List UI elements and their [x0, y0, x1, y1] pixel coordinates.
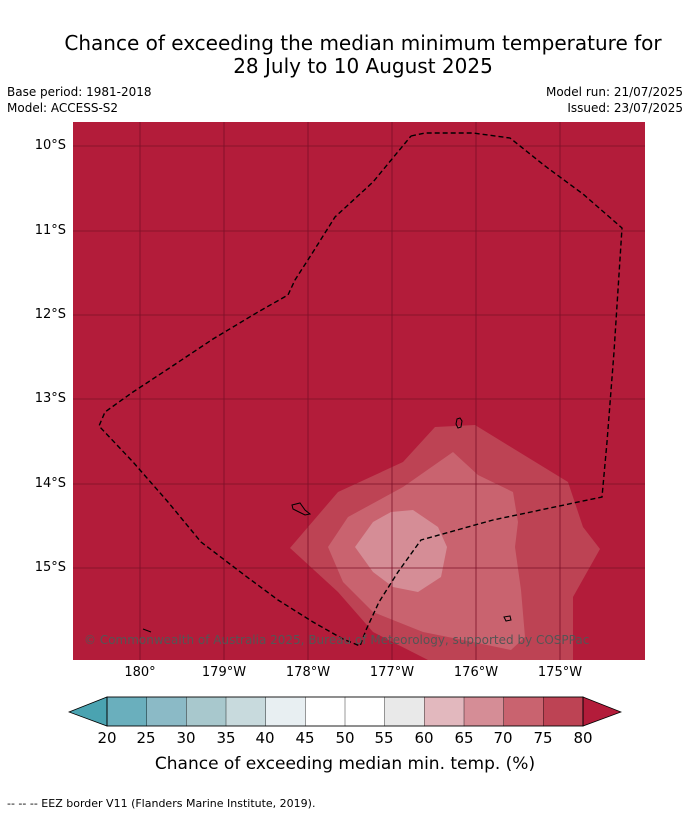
- eez-border: [98, 132, 623, 647]
- colorbar-segment-5: [305, 696, 346, 727]
- probability-map: [73, 122, 645, 660]
- colorbar-segments: [106, 696, 584, 727]
- colorbar-segment-7: [384, 696, 425, 727]
- colorbar-segment-1: [146, 696, 187, 727]
- colorbar-segment-0: [106, 696, 148, 727]
- colorbar-segment-11: [543, 696, 584, 727]
- copyright-notice: © Commonwealth of Australia 2025, Bureau…: [84, 633, 590, 647]
- cbar-tick-50: 50: [335, 729, 355, 747]
- chart-title-line1: Chance of exceeding the median minimum t…: [64, 31, 662, 55]
- colorbar-label: Chance of exceeding median min. temp. (%…: [154, 754, 536, 774]
- eez-footnote: -- -- -- EEZ border V11 (Flanders Marine…: [7, 797, 316, 810]
- cbar-tick-80: 80: [573, 729, 593, 747]
- island-southwest: [142, 628, 152, 633]
- lon-label-180: 180°: [124, 665, 156, 680]
- colorbar-segment-9: [463, 696, 505, 727]
- issued-date: Issued: 23/07/2025: [567, 101, 683, 115]
- lon-label-175w: 175°W: [537, 665, 583, 680]
- colorbar-segment-8: [424, 696, 465, 727]
- cbar-tick-25: 25: [136, 729, 156, 747]
- lat-label-13s: 13°S: [34, 391, 66, 406]
- lat-label-10s: 10°S: [34, 138, 66, 153]
- cbar-tick-70: 70: [493, 729, 513, 747]
- colorbar-over-arrow: [582, 696, 622, 727]
- lon-label-179w: 179°W: [201, 665, 247, 680]
- lon-label-178w: 178°W: [285, 665, 331, 680]
- island-south: [503, 615, 512, 622]
- cbar-tick-60: 60: [414, 729, 434, 747]
- colorbar-segment-6: [344, 696, 386, 727]
- colorbar-segment-2: [186, 696, 227, 727]
- chart-title-line2: 28 July to 10 August 2025: [233, 54, 493, 78]
- lon-label-177w: 177°W: [369, 665, 415, 680]
- base-period: Base period: 1981-2018: [7, 85, 152, 99]
- cbar-tick-75: 75: [533, 729, 553, 747]
- lat-label-11s: 11°S: [34, 223, 66, 238]
- colorbar-segment-3: [225, 696, 267, 727]
- lon-label-176w: 176°W: [453, 665, 499, 680]
- model-name: Model: ACCESS-S2: [7, 101, 119, 115]
- colorbar-under-arrow: [68, 696, 108, 727]
- meta-right: Model run: 21/07/2025 Issued: 23/07/2025: [546, 84, 683, 116]
- lat-label-14s: 14°S: [34, 476, 66, 491]
- cbar-tick-20: 20: [97, 729, 117, 747]
- meta-left: Base period: 1981-2018 Model: ACCESS-S2: [7, 84, 152, 116]
- colorbar: [68, 696, 622, 727]
- lat-label-15s: 15°S: [34, 560, 66, 575]
- cbar-tick-30: 30: [176, 729, 196, 747]
- cbar-tick-65: 65: [454, 729, 474, 747]
- colorbar-segment-4: [265, 696, 306, 727]
- island-north: [455, 417, 463, 429]
- cbar-tick-40: 40: [255, 729, 275, 747]
- map-grid: [73, 122, 645, 660]
- cbar-tick-45: 45: [295, 729, 315, 747]
- island-west: [291, 502, 312, 516]
- cbar-tick-55: 55: [374, 729, 394, 747]
- model-run: Model run: 21/07/2025: [545, 85, 683, 99]
- lat-label-12s: 12°S: [34, 307, 66, 322]
- contour-65: [355, 510, 447, 592]
- colorbar-segment-10: [503, 696, 544, 727]
- cbar-tick-35: 35: [216, 729, 236, 747]
- colorbar-frame: [106, 696, 584, 727]
